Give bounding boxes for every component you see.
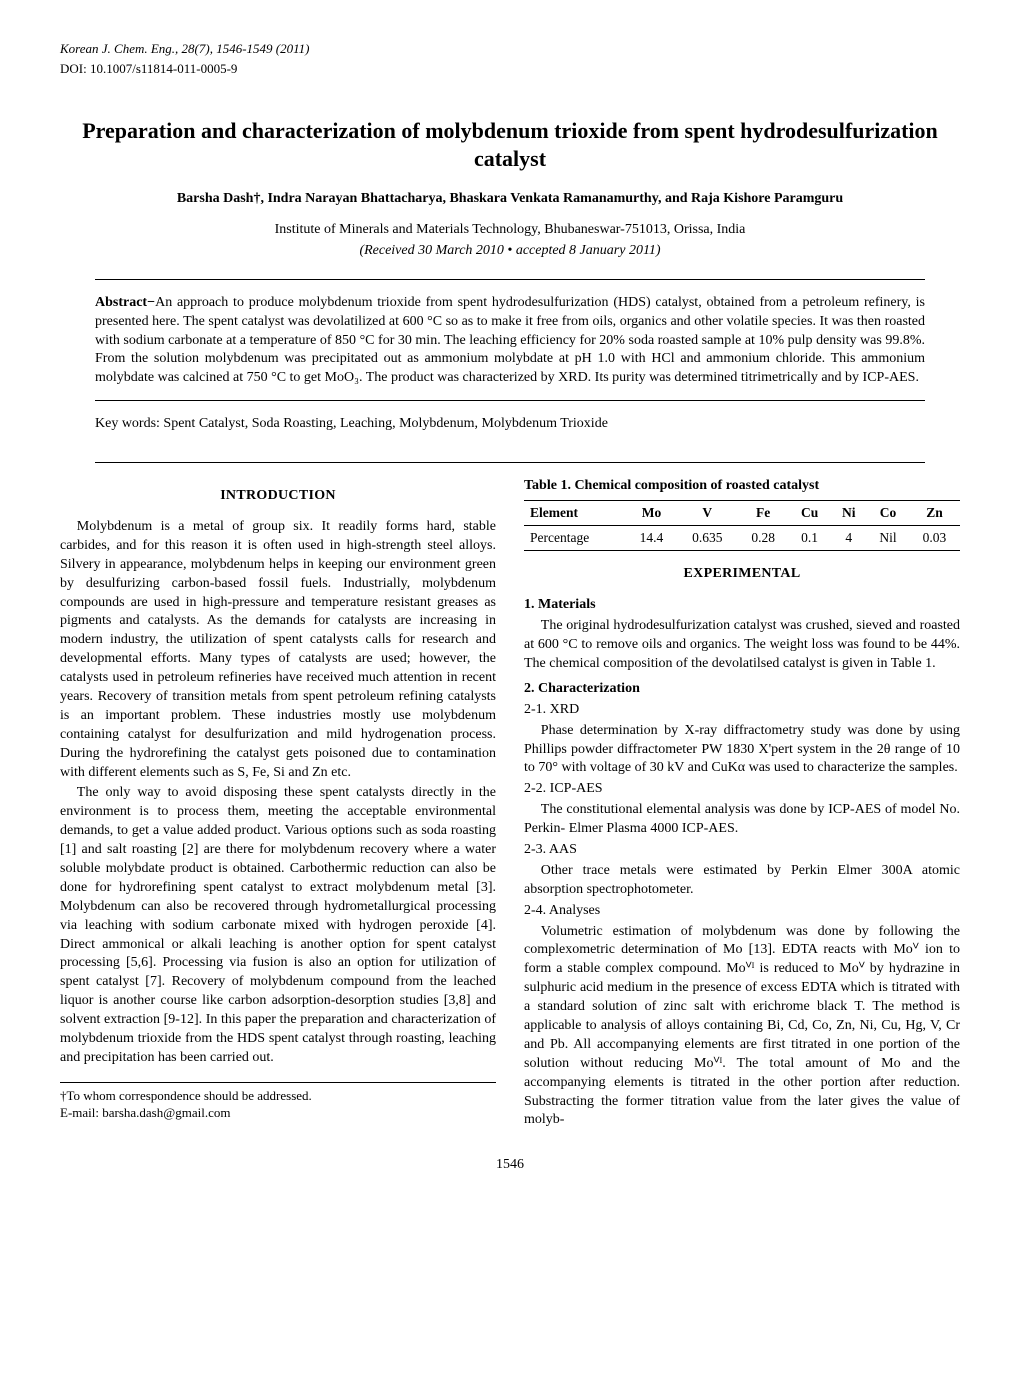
table-col-cu: Cu [789, 501, 831, 526]
intro-paragraph-1: Molybdenum is a metal of group six. It r… [60, 518, 496, 782]
right-column: Table 1. Chemical composition of roasted… [524, 477, 960, 1132]
journal-citation: Korean J. Chem. Eng., 28(7), 1546-1549 (… [60, 40, 960, 58]
table-cell: 0.635 [677, 526, 738, 551]
affiliation: Institute of Minerals and Materials Tech… [60, 221, 960, 240]
table-cell: Nil [867, 526, 909, 551]
page-number: 1546 [60, 1156, 960, 1175]
keywords: Key words: Spent Catalyst, Soda Roasting… [95, 415, 925, 434]
abstract-block: Abstract−An approach to produce molybden… [95, 294, 925, 388]
table-cell: 14.4 [626, 526, 677, 551]
table-header-row: Element Mo V Fe Cu Ni Co Zn [524, 501, 960, 526]
abstract-label: Abstract− [95, 295, 155, 310]
table-col-fe: Fe [738, 501, 789, 526]
abstract-bottom-rule [95, 462, 925, 463]
table-cell: Percentage [524, 526, 626, 551]
characterization-heading: 2. Characterization [524, 680, 960, 699]
aas-heading: 2-3. AAS [524, 841, 960, 860]
table-row: Percentage 14.4 0.635 0.28 0.1 4 Nil 0.0… [524, 526, 960, 551]
footnote-line-1: †To whom correspondence should be addres… [60, 1087, 496, 1105]
aas-paragraph: Other trace metals were estimated by Per… [524, 862, 960, 900]
table-cell: 0.03 [909, 526, 960, 551]
table-cell: 4 [831, 526, 868, 551]
intro-paragraph-2: The only way to avoid disposing these sp… [60, 784, 496, 1067]
icpaes-heading: 2-2. ICP-AES [524, 780, 960, 799]
table-col-element: Element [524, 501, 626, 526]
paper-title: Preparation and characterization of moly… [60, 117, 960, 172]
table-1-caption: Table 1. Chemical composition of roasted… [524, 477, 960, 496]
two-column-layout: INTRODUCTION Molybdenum is a metal of gr… [60, 477, 960, 1132]
table-cell: 0.1 [789, 526, 831, 551]
abstract-top-rule [95, 279, 925, 280]
doi: DOI: 10.1007/s11814-011-0005-9 [60, 60, 960, 78]
table-1: Element Mo V Fe Cu Ni Co Zn Percentage 1… [524, 500, 960, 551]
materials-paragraph: The original hydrodesulfurization cataly… [524, 617, 960, 674]
footnote-line-2: E-mail: barsha.dash@gmail.com [60, 1104, 496, 1122]
introduction-heading: INTRODUCTION [60, 487, 496, 506]
received-accepted-dates: (Received 30 March 2010 • accepted 8 Jan… [60, 242, 960, 261]
abstract-mid-rule [95, 400, 925, 401]
authors: Barsha Dash†, Indra Narayan Bhattacharya… [60, 190, 960, 209]
experimental-heading: EXPERIMENTAL [524, 565, 960, 584]
table-col-v: V [677, 501, 738, 526]
table-col-co: Co [867, 501, 909, 526]
icpaes-paragraph: The constitutional elemental analysis wa… [524, 801, 960, 839]
footnote-separator [60, 1082, 496, 1083]
analyses-paragraph: Volumetric estimation of molybdenum was … [524, 923, 960, 1131]
table-cell: 0.28 [738, 526, 789, 551]
left-column: INTRODUCTION Molybdenum is a metal of gr… [60, 477, 496, 1132]
abstract-text: An approach to produce molybdenum trioxi… [95, 295, 925, 386]
table-col-zn: Zn [909, 501, 960, 526]
xrd-heading: 2-1. XRD [524, 701, 960, 720]
corresponding-author-footnote: †To whom correspondence should be addres… [60, 1087, 496, 1122]
xrd-paragraph: Phase determination by X-ray diffractome… [524, 722, 960, 779]
analyses-heading: 2-4. Analyses [524, 902, 960, 921]
table-col-ni: Ni [831, 501, 868, 526]
materials-heading: 1. Materials [524, 596, 960, 615]
table-col-mo: Mo [626, 501, 677, 526]
